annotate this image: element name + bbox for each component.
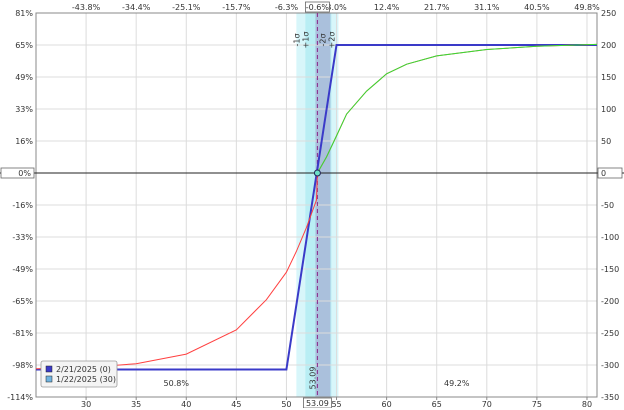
zero-label-left-box [0, 167, 35, 179]
current-top-label-box [305, 1, 330, 13]
labels: -1σ +1σ -2σ +2σ 53.09 50.8% 49.2% [164, 32, 470, 390]
y-right-tick-label: 250 [601, 9, 616, 18]
zero-label-left: 0% [18, 169, 31, 178]
top-tick-label: 31.1% [474, 3, 500, 12]
top-tick-label: -43.8% [72, 3, 101, 12]
zero-label-right-box [597, 167, 623, 179]
y-right-tick-label: 50 [601, 137, 611, 146]
x-tick-label: 45 [231, 400, 241, 408]
y-right-tick-label: -250 [601, 329, 619, 338]
current-price-label: 53.09 [306, 399, 329, 408]
y-left-tick-label: -49% [12, 265, 33, 274]
y-right-tick-label: 200 [601, 41, 616, 50]
y-left-tick-label: -98% [12, 361, 33, 370]
legend-label-today: 1/22/2025 (30) [56, 375, 116, 384]
legend-box [40, 360, 118, 388]
x-tick-label: 65 [432, 400, 442, 408]
breakeven-marker [313, 169, 321, 177]
top-tick-label: 21.7% [424, 3, 450, 12]
y-right-tick-label: 100 [601, 105, 616, 114]
prob-left-label: 50.8% [164, 379, 190, 388]
vline-price-label: 53.09 [308, 367, 317, 390]
x-tick-label: 75 [532, 400, 542, 408]
y-right-tick-label: -350 [601, 393, 619, 402]
y-left-tick-label: 65% [15, 41, 33, 50]
y-left-tick-label: -33% [12, 233, 33, 242]
prob-right-label: 49.2% [444, 379, 470, 388]
x-tick-label: 70 [482, 400, 492, 408]
band-label: -2σ [318, 33, 327, 46]
x-tick-label: 60 [382, 400, 392, 408]
y-left-tick-label: -81% [12, 329, 33, 338]
y-right-tick-label: -150 [601, 265, 619, 274]
series [35, 13, 598, 397]
plot-frame [35, 12, 598, 398]
x-tick-label: 55 [331, 400, 341, 408]
band-label: +2σ [327, 32, 336, 49]
x-tick-label: 30 [81, 400, 91, 408]
y-left-tick-label: -65% [12, 297, 33, 306]
y-left-tick-label: 49% [15, 73, 33, 82]
top-tick-label: 12.4% [374, 3, 400, 12]
x-tick-label: 50 [281, 400, 291, 408]
y-left-tick-label: 81% [15, 9, 33, 18]
top-tick-label: 49.8% [574, 3, 600, 12]
expiry-pnl-line [36, 44, 597, 371]
y-right-tick-label: -100 [601, 233, 619, 242]
top-tick-label: -6.3% [275, 3, 299, 12]
legend-swatch-expiry[interactable] [45, 365, 53, 373]
top-tick-label: -25.1% [172, 3, 201, 12]
top-tick-label: 40.5% [524, 3, 550, 12]
y-right-tick-label: -200 [601, 297, 619, 306]
y-right-tick-label: 150 [601, 73, 616, 82]
y-left-tick-label: -16% [12, 201, 33, 210]
y-left-tick-label: 33% [15, 105, 33, 114]
today-pnl-profit-line [316, 43, 598, 174]
y-left-tick-label: -114% [7, 393, 33, 402]
x-tick-label: 80 [582, 400, 592, 408]
x-tick-label: 40 [181, 400, 191, 408]
band-label: +1σ [301, 32, 310, 49]
y-right-tick-label: -50 [601, 201, 614, 210]
legend-swatch-today[interactable] [45, 375, 53, 383]
current-top-label: -0.6% [306, 3, 330, 12]
top-tick-label: 3.0% [326, 3, 347, 12]
zero-label-right: 0 [601, 169, 606, 178]
top-tick-label: -34.4% [122, 3, 151, 12]
y-right-tick-label: -300 [601, 361, 619, 370]
legend[interactable]: 2/21/2025 (0) 1/22/2025 (30) [40, 360, 118, 388]
x-tick-label: 35 [131, 400, 141, 408]
top-tick-label: -15.7% [222, 3, 251, 12]
legend-label-expiry: 2/21/2025 (0) [56, 365, 111, 374]
band-label: -1σ [292, 33, 301, 46]
y-left-tick-label: 16% [15, 137, 33, 146]
